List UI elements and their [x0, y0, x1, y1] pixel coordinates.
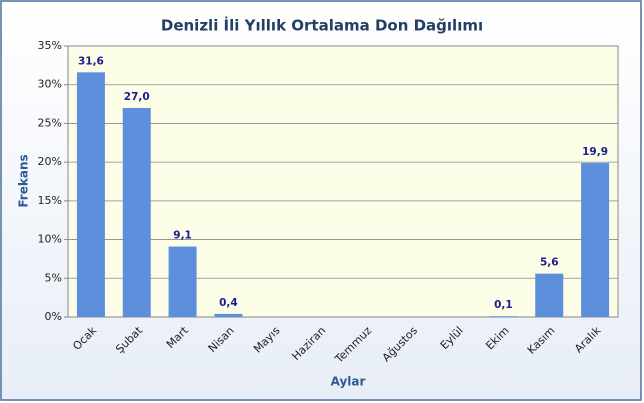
- bar: [581, 162, 610, 317]
- x-axis-title: Aylar: [331, 375, 366, 389]
- y-tick-label: 5%: [45, 271, 62, 284]
- y-tick-label: 35%: [38, 39, 62, 52]
- bar: [214, 313, 243, 317]
- y-tick-label: 10%: [38, 233, 62, 246]
- value-label: 5,6: [540, 257, 559, 269]
- bar: [535, 273, 564, 317]
- bar: [168, 246, 197, 317]
- y-axis-title: Frekans: [17, 154, 31, 207]
- y-tick-label: 20%: [38, 155, 62, 168]
- bar: [489, 316, 518, 317]
- chart-title: Denizli İli Yıllık Ortalama Don Dağılımı: [161, 16, 483, 35]
- y-tick-label: 15%: [38, 194, 62, 207]
- value-label: 0,4: [219, 297, 238, 309]
- value-label: 0,1: [494, 299, 513, 311]
- y-tick-label: 0%: [45, 310, 62, 323]
- bar: [122, 107, 151, 317]
- value-label: 31,6: [78, 55, 104, 67]
- value-label: 19,9: [582, 146, 608, 158]
- y-tick-label: 30%: [38, 78, 62, 91]
- value-label: 9,1: [173, 230, 192, 242]
- bar: [76, 72, 105, 317]
- value-label: 27,0: [124, 91, 150, 103]
- y-tick-label: 25%: [38, 116, 62, 129]
- plot-area: [67, 45, 619, 318]
